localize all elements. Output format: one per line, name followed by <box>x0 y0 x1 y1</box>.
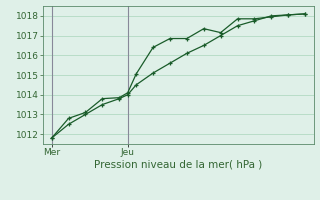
X-axis label: Pression niveau de la mer( hPa ): Pression niveau de la mer( hPa ) <box>94 160 262 170</box>
